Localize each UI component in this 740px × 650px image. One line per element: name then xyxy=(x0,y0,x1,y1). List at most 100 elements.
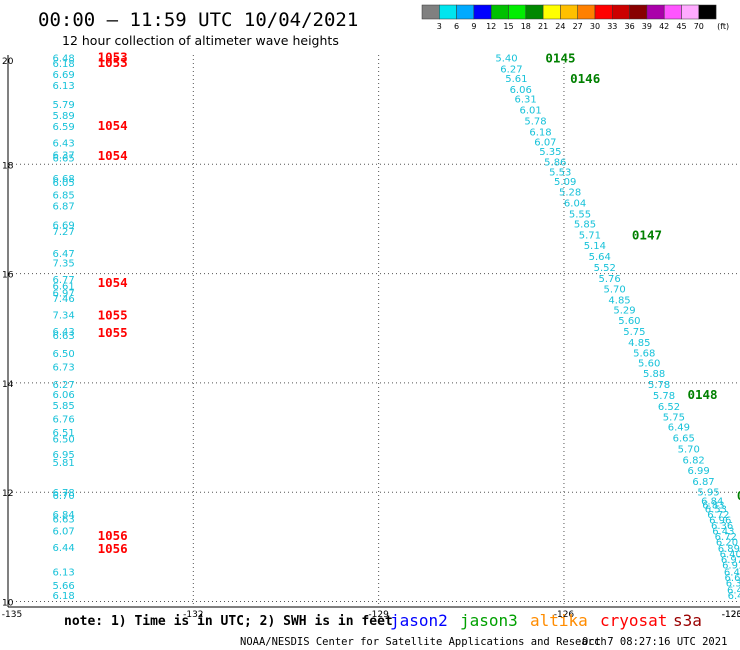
swh-value: 5.40 xyxy=(495,54,517,65)
swh-value: 6.48 xyxy=(52,54,74,65)
swh-value: 6.69 xyxy=(52,70,74,81)
swh-value: 6.47 xyxy=(52,249,74,260)
swh-value: 6.50 xyxy=(52,349,74,360)
swh-value: 6.40 xyxy=(720,549,740,560)
pass-label: 1053 xyxy=(98,55,128,70)
legend-swatch xyxy=(629,4,648,20)
swh-value: 5.88 xyxy=(643,369,665,380)
legend-swatch xyxy=(646,4,665,20)
swh-value: 5.76 xyxy=(599,274,621,285)
legend-label: 15 xyxy=(503,22,513,31)
swh-value: 5.71 xyxy=(579,230,601,241)
x-tick-label: -135 xyxy=(2,610,22,620)
swh-value: 6.89 xyxy=(718,544,740,555)
swh-value: 6.97 xyxy=(52,289,74,300)
swh-value: 6.63 xyxy=(52,514,74,525)
swh-value: 6.06 xyxy=(52,390,74,401)
legend-label: 45 xyxy=(676,22,686,31)
swh-value: 6.82 xyxy=(683,455,705,466)
pass-label: 1054 xyxy=(98,275,128,290)
swh-value: 6.39 xyxy=(726,578,740,589)
swh-value: 7.35 xyxy=(52,259,74,270)
pass-label: 1054 xyxy=(98,148,128,163)
x-tick-label: -123 xyxy=(722,610,740,620)
x-tick-label: -129 xyxy=(368,610,389,620)
axes: -135 -132 -129 -126 -123-120 10 12 14 16 18 20 xyxy=(2,55,740,620)
swh-value: 6.18 xyxy=(52,591,74,602)
legend-label: 70 xyxy=(694,22,704,31)
swh-value: 6.95 xyxy=(52,450,74,461)
y-tick-label: 14 xyxy=(2,380,14,390)
swh-value: 7.34 xyxy=(52,311,74,322)
swh-value: 7.46 xyxy=(52,294,74,305)
swh-value: 6.31 xyxy=(515,95,537,106)
swh-value: 7.27 xyxy=(52,227,74,238)
color-scale-legend: 3 6 9 12 15 18 21 24 27 30 33 36 39 42 45 70 (ft) xyxy=(421,4,729,31)
footer-note: note: 1) Time is in UTC; 2) SWH is in fe… xyxy=(64,614,393,629)
sat-altika: altika xyxy=(530,611,588,630)
legend-swatch xyxy=(612,4,630,20)
swh-value: 6.18 xyxy=(52,59,74,70)
swh-value: 5.60 xyxy=(618,316,640,327)
swh-value: 6.44 xyxy=(52,543,74,554)
swh-value: 6.70 xyxy=(52,491,74,502)
legend-label: 36 xyxy=(625,22,635,31)
legend-label: 21 xyxy=(538,22,548,31)
legend-swatch xyxy=(525,4,544,20)
chart-subtitle: 12 hour collection of altimeter wave hei… xyxy=(62,33,339,48)
swh-value: 6.73 xyxy=(52,363,74,374)
y-tick-label: 12 xyxy=(2,489,13,499)
swh-value: 4.85 xyxy=(628,338,650,349)
swh-value: 5.85 xyxy=(52,401,74,412)
swh-value: 6.43 xyxy=(52,327,74,338)
legend-swatch xyxy=(560,4,578,20)
swh-value: 6.20 xyxy=(716,537,738,548)
swh-value: 6.69 xyxy=(52,220,74,231)
footer-credit: NOAA/NESDIS Center for Satellite Applica… xyxy=(240,636,607,648)
legend-swatch xyxy=(663,4,682,20)
swh-value: 6.63 xyxy=(725,573,740,584)
swh-value: 6.91 xyxy=(722,560,740,571)
swh-value: 6.68 xyxy=(52,174,74,185)
swh-value: 6.13 xyxy=(52,81,74,92)
swh-value: 6.50 xyxy=(52,435,74,446)
footer-timestamp: Oct 7 08:27:16 UTC 2021 xyxy=(582,636,727,648)
swh-value: 4.85 xyxy=(608,295,630,306)
sat-s3a: s3a xyxy=(673,611,702,630)
legend-swatch xyxy=(439,4,457,20)
swh-value: 6.37 xyxy=(52,150,74,161)
swh-value: 6.07 xyxy=(534,137,556,148)
swh-value: 5.79 xyxy=(52,100,74,111)
legend-swatch xyxy=(698,4,717,20)
swh-value: 6.83 xyxy=(702,500,724,511)
swh-value: 5.81 xyxy=(52,458,74,469)
legend-swatch xyxy=(594,4,613,20)
data-marks: 6.486.186.696.135.795.896.596.436.376.65… xyxy=(52,50,740,602)
legend-swatch xyxy=(577,4,596,20)
swh-value: 5.85 xyxy=(574,219,596,230)
pass-label: 0148 xyxy=(737,488,740,503)
y-tick-label: 10 xyxy=(2,599,14,609)
swh-value: 6.43 xyxy=(52,138,74,149)
swh-value: 6.84 xyxy=(701,496,723,507)
swh-value: 5.78 xyxy=(653,391,675,402)
chart-title: 00:00 — 11:59 UTC 10/04/2021 xyxy=(38,9,358,31)
pass-label: 0147 xyxy=(632,227,662,242)
swh-value: 6.72 xyxy=(707,510,729,521)
x-tick-label: -126 xyxy=(554,610,575,620)
swh-value: 6.18 xyxy=(529,128,551,139)
legend-swatch xyxy=(542,4,561,20)
legend-label: 39 xyxy=(642,22,652,31)
swh-value: 6.87 xyxy=(52,201,74,212)
swh-value: 6.51 xyxy=(52,428,74,439)
swh-value: 5.09 xyxy=(554,177,576,188)
pass-label: 0146 xyxy=(570,71,600,86)
swh-value: 5.61 xyxy=(505,74,527,85)
sat-cryosat: cryosat xyxy=(600,611,667,630)
swh-value: 6.72 xyxy=(715,532,737,543)
swh-value: 5.86 xyxy=(544,158,566,169)
swh-value: 6.43 xyxy=(724,567,740,578)
y-tick-label: 16 xyxy=(2,271,14,281)
swh-value: 6.27 xyxy=(52,380,74,391)
